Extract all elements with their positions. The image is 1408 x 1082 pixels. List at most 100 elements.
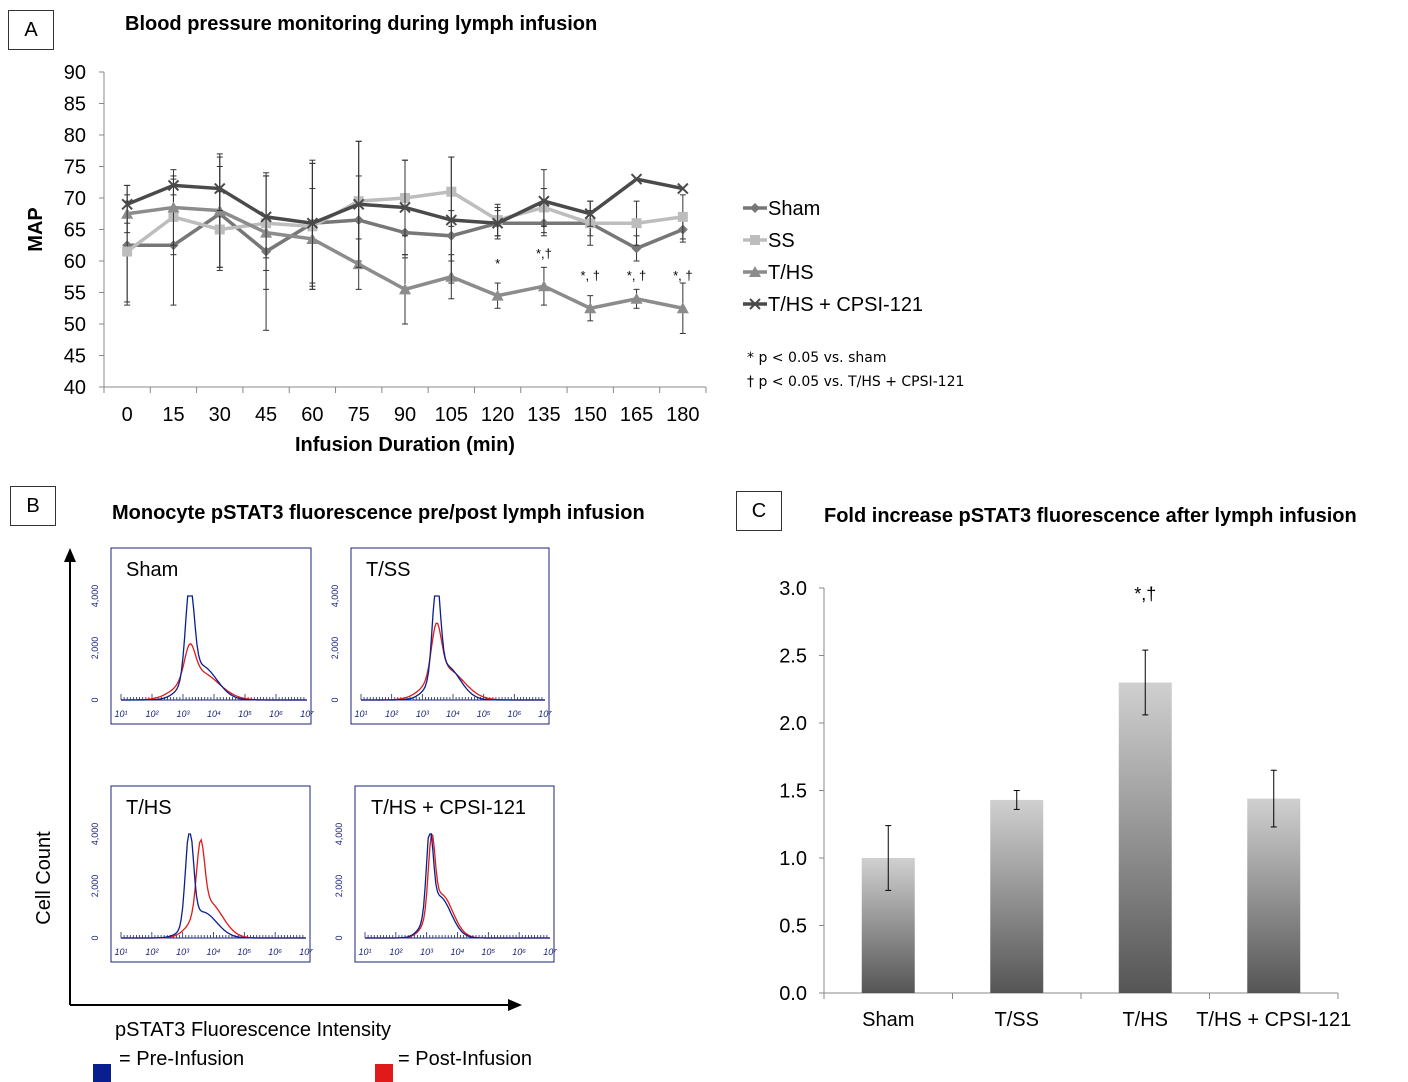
histogram-x-tick: 10⁵ (237, 947, 251, 957)
panel-b-letter: B (26, 494, 40, 517)
histogram-x-tick: 10¹ (358, 947, 371, 957)
bar-y-tick-label: 2.5 (779, 646, 807, 668)
y-tick-label: 80 (64, 125, 86, 147)
significance-mark: *, † (580, 268, 600, 283)
x-tick-label: 45 (255, 404, 277, 426)
panel-c-label: C (736, 491, 782, 531)
histogram-frame (350, 547, 550, 725)
legend-label: Sham (768, 198, 820, 220)
histogram-x-tick: 10⁷ (299, 947, 313, 957)
histogram-x-tick: 10³ (416, 709, 430, 719)
histogram-x-tick: 10⁴ (207, 709, 221, 719)
histogram-x-tick: 10⁷ (543, 947, 557, 957)
bar-significance-mark: *,† (1134, 584, 1156, 604)
histogram-1: T/SS 0 2,000 4,000 10¹ 10² 10³ 10⁴ 10⁵ 10⁶ 10⁷ (330, 547, 552, 725)
histogram-x-tick: 10⁷ (300, 709, 314, 719)
panel-b-label: B (10, 486, 56, 526)
histogram-y-tick: 0 (330, 697, 340, 702)
legend-label: T/HS + CPSI-121 (768, 294, 923, 316)
data-point (491, 289, 504, 301)
x-tick-label: 75 (348, 404, 370, 426)
data-point (491, 217, 504, 229)
histogram-y-tick: 4,000 (90, 823, 100, 846)
y-tick-label: 60 (64, 251, 86, 273)
y-tick-label: 55 (64, 283, 86, 305)
significance-mark: *, † (627, 268, 647, 283)
y-arrow-head (64, 548, 76, 562)
y-tick-label: 65 (64, 220, 86, 242)
panel-b-title: Monocyte pSTAT3 fluorescence pre/post ly… (112, 502, 645, 524)
histogram-3: T/HS + CPSI-121 0 2,000 4,000 10¹ 10² 10³ 10⁴ 10… (334, 785, 557, 963)
histogram-y-tick: 2,000 (90, 875, 100, 898)
y-tick-label: 85 (64, 94, 86, 116)
x-tick-label: 90 (394, 404, 416, 426)
x-tick-label: 60 (301, 404, 323, 426)
data-point (445, 214, 458, 226)
histogram-2: T/HS 0 2,000 4,000 10¹ 10² 10³ 10⁴ 10⁵ 10⁶ 10⁷ (90, 785, 313, 963)
y-tick-label: 70 (64, 188, 86, 210)
legend-item: T/HS + CPSI-121 (743, 294, 923, 316)
legend-marker (749, 266, 761, 277)
pre-infusion-curve (365, 833, 550, 939)
y-tick-label: 50 (64, 314, 86, 336)
panel-a-letter: A (24, 18, 38, 41)
histogram-x-tick: 10¹ (114, 947, 127, 957)
histogram-x-tick: 10³ (176, 709, 190, 719)
histogram-x-tick: 10³ (420, 947, 434, 957)
data-point (630, 173, 643, 185)
histogram-x-tick: 10² (145, 709, 159, 719)
histogram-y-tick: 0 (90, 935, 100, 940)
data-point (306, 217, 319, 229)
pre-infusion-curve (361, 595, 545, 701)
cell-count-label: Cell Count (33, 831, 55, 925)
legend-label: T/HS (768, 262, 814, 284)
histogram-label: T/HS (126, 797, 172, 819)
histogram-y-tick: 4,000 (90, 585, 100, 608)
histogram-y-tick: 4,000 (334, 823, 344, 846)
bar-category-label: T/HS + CPSI-121 (1196, 1009, 1351, 1031)
bar-category-label: Sham (862, 1009, 914, 1031)
significance-note-cpsi: † p < 0.05 vs. T/HS + CPSI-121 (747, 374, 965, 390)
x-tick-label: 135 (527, 404, 560, 426)
data-point (584, 302, 597, 314)
data-point (399, 283, 411, 295)
bar-y-tick-label: 3.0 (779, 578, 807, 600)
x-tick-label: 15 (162, 404, 184, 426)
bar-category-label: T/HS (1122, 1009, 1168, 1031)
data-point (677, 211, 688, 222)
data-point (260, 211, 272, 223)
x-tick-label: 150 (574, 404, 607, 426)
x-tick-label: 105 (435, 404, 468, 426)
bar (861, 858, 915, 993)
histogram-x-tick: 10⁷ (538, 709, 552, 719)
histogram-label: T/SS (366, 559, 410, 581)
data-point (214, 182, 226, 195)
data-point (584, 208, 596, 220)
data-point (676, 302, 689, 314)
histogram-y-tick: 2,000 (330, 637, 340, 660)
histogram-x-tick: 10² (389, 947, 403, 957)
legend-marker (750, 203, 760, 213)
histogram-y-tick: 0 (90, 697, 100, 702)
histogram-x-tick: 10⁴ (207, 947, 221, 957)
post-infusion-label: = Post-Infusion (398, 1048, 532, 1070)
data-point (122, 246, 133, 257)
bar-y-tick-label: 0.5 (779, 916, 807, 938)
bar-y-tick-label: 1.5 (779, 781, 807, 803)
histogram-x-tick: 10⁵ (481, 947, 495, 957)
histogram-x-tick: 10⁴ (451, 947, 465, 957)
x-axis-title: Infusion Duration (min) (295, 434, 515, 456)
data-point (121, 198, 133, 211)
legend-marker (749, 298, 761, 310)
pre-infusion-label: = Pre-Infusion (119, 1048, 245, 1070)
x-tick-label: 180 (666, 404, 699, 426)
significance-note-sham: * p < 0.05 vs. sham (747, 350, 887, 366)
data-point (399, 201, 411, 214)
panel-a-label: A (8, 10, 54, 50)
histogram-y-tick: 4,000 (330, 585, 340, 608)
histogram-x-tick: 10¹ (354, 709, 367, 719)
pre-infusion-swatch (93, 1064, 111, 1082)
data-point (631, 243, 642, 254)
bar-y-tick-label: 0.0 (779, 983, 807, 1005)
significance-mark: *,† (536, 246, 552, 261)
